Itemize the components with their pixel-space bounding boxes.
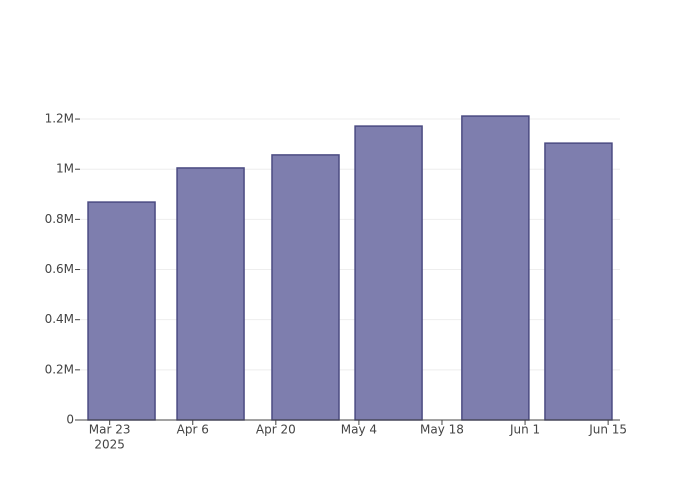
y-tick-label: 0.6M	[45, 262, 74, 276]
x-tick-label: Mar 23	[89, 423, 131, 437]
y-tick-label: 0.8M	[45, 212, 74, 226]
x-tick-label: Jun 1	[509, 423, 540, 437]
y-tick-label: 0.2M	[45, 362, 74, 376]
y-tick-label: 0.4M	[45, 312, 74, 326]
bar	[544, 142, 613, 421]
x-tick-label: Jun 15	[588, 423, 627, 437]
bar	[176, 167, 245, 421]
y-tick-label: 1.2M	[45, 112, 74, 126]
x-tick-label: Apr 6	[177, 423, 209, 437]
x-tick-sublabel: 2025	[94, 438, 125, 452]
bar	[354, 125, 423, 421]
x-tick-label: May 4	[341, 423, 377, 437]
bar	[87, 201, 156, 421]
bar	[461, 115, 530, 421]
y-tick-label: 0	[66, 413, 74, 427]
y-tick-label: 1M	[56, 162, 74, 176]
x-tick-label: May 18	[420, 423, 464, 437]
bar	[271, 154, 340, 421]
x-tick-label: Apr 20	[256, 423, 296, 437]
